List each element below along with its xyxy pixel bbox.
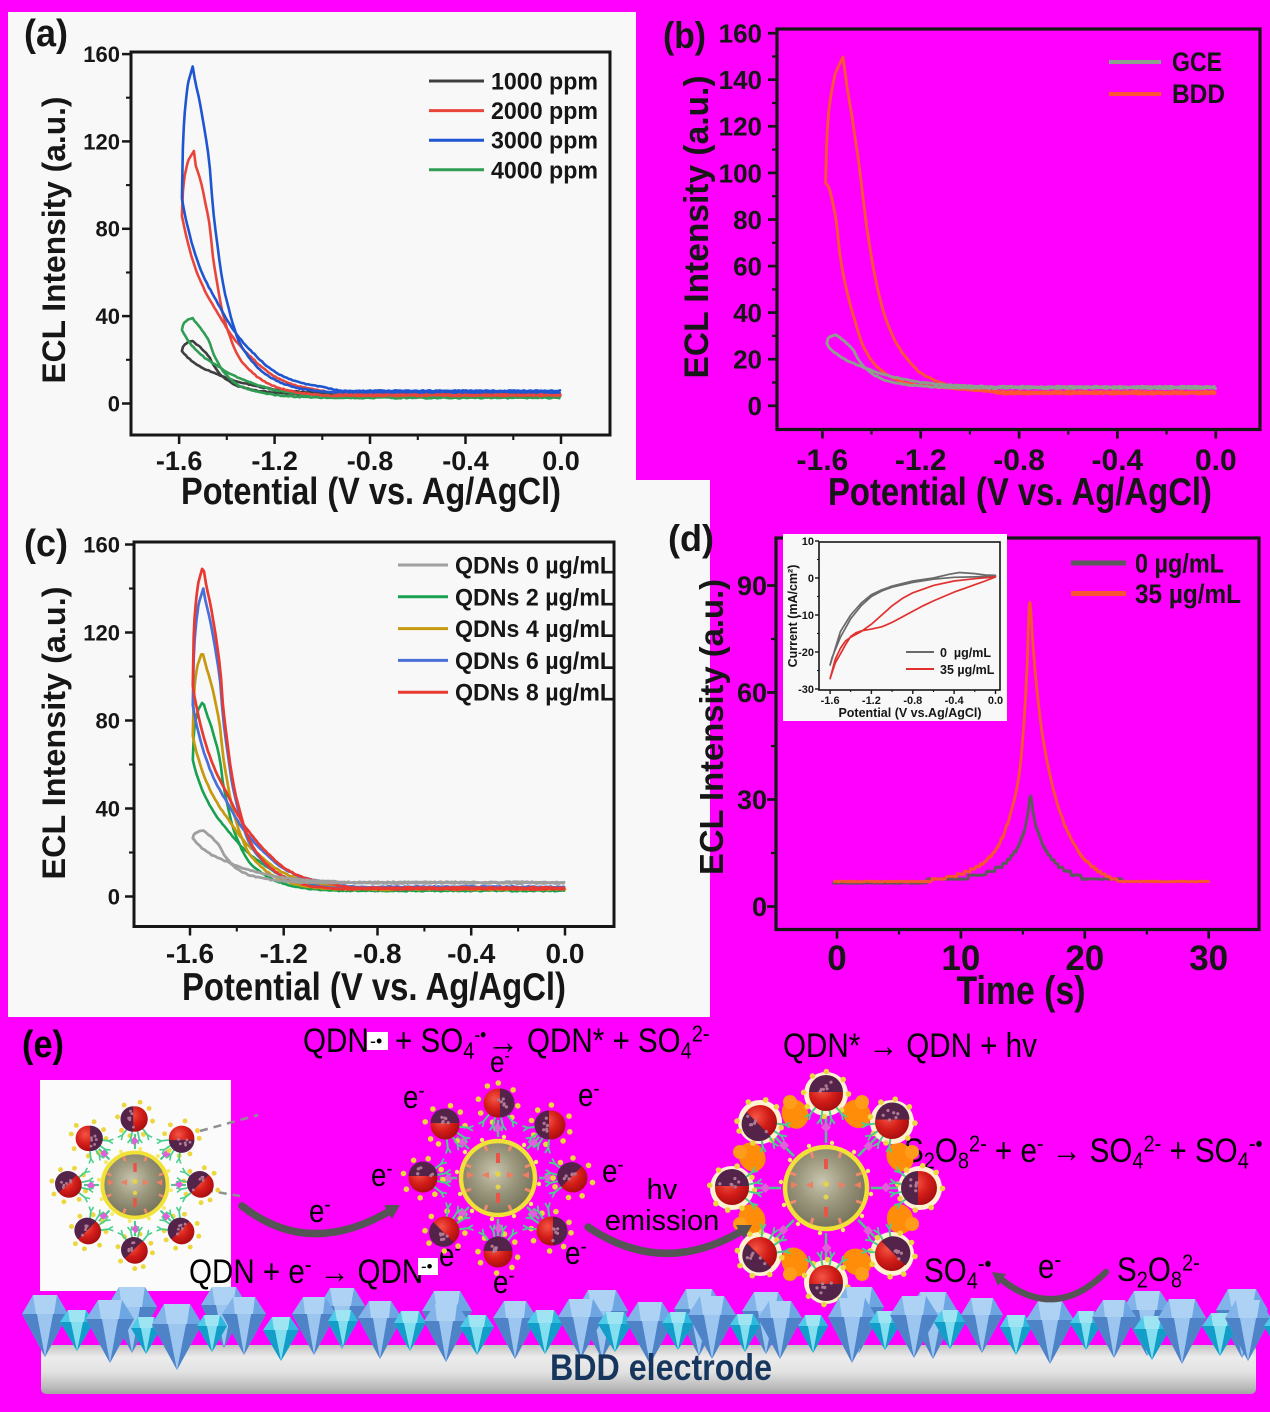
svg-text:(e): (e) [22, 1024, 64, 1066]
svg-text:hv: hv [647, 1174, 678, 1206]
svg-text:0: 0 [748, 391, 762, 421]
svg-text:120: 120 [83, 129, 120, 154]
svg-text:40: 40 [96, 304, 120, 329]
svg-text:-0.8: -0.8 [903, 695, 922, 707]
svg-text:BDD electrode: BDD electrode [550, 1347, 772, 1388]
svg-text:GCE: GCE [1172, 47, 1222, 77]
svg-text:-0.8: -0.8 [993, 444, 1045, 477]
svg-text:QDNs 2 µg/mL: QDNs 2 µg/mL [455, 584, 614, 611]
svg-text:Time (s): Time (s) [957, 969, 1086, 1013]
svg-text:-20: -20 [798, 647, 814, 659]
svg-text:-0.4: -0.4 [1092, 444, 1144, 477]
svg-text:ECL Intensity (a.u.): ECL Intensity (a.u.) [693, 579, 730, 875]
svg-text:(a): (a) [24, 13, 68, 55]
svg-text:-1.6: -1.6 [797, 444, 849, 477]
svg-text:ECL Intensity (a.u.): ECL Intensity (a.u.) [36, 587, 72, 880]
svg-text:2000 ppm: 2000 ppm [491, 98, 598, 125]
svg-text:-0.8: -0.8 [347, 446, 394, 476]
svg-text:→: → [487, 1022, 519, 1063]
svg-text:-0.4: -0.4 [447, 938, 496, 969]
svg-text:20: 20 [733, 345, 762, 375]
svg-text:30: 30 [737, 785, 767, 815]
svg-text:emission: emission [605, 1205, 719, 1237]
svg-text:100: 100 [719, 158, 762, 188]
svg-text:30: 30 [1189, 939, 1228, 978]
svg-text:120: 120 [83, 620, 120, 645]
svg-text:Potential (V vs.Ag/AgCl): Potential (V vs.Ag/AgCl) [838, 706, 981, 720]
svg-text:QDN* → QDN + hv: QDN* → QDN + hv [783, 1026, 1037, 1064]
svg-text:-•: -• [421, 1257, 433, 1276]
svg-text:QDNs 4 µg/mL: QDNs 4 µg/mL [455, 616, 614, 643]
svg-text:1000 ppm: 1000 ppm [491, 69, 598, 96]
svg-text:0 µg/mL: 0 µg/mL [1135, 549, 1224, 579]
svg-text:0: 0 [108, 391, 120, 416]
svg-text:-•: -• [370, 1031, 382, 1051]
svg-text:(b): (b) [663, 15, 706, 56]
svg-text:0: 0 [752, 892, 767, 922]
svg-text:140: 140 [719, 65, 762, 95]
svg-text:(d): (d) [668, 518, 714, 559]
svg-text:20: 20 [1065, 939, 1104, 978]
svg-text:(c): (c) [24, 523, 68, 565]
svg-text:90: 90 [737, 571, 767, 601]
svg-text:-0.4: -0.4 [945, 695, 965, 707]
svg-text:-1.2: -1.2 [895, 444, 947, 477]
svg-text:QDN* + SO42-: QDN* + SO42- [527, 1020, 710, 1064]
svg-text:160: 160 [719, 19, 762, 49]
svg-text:Current (mA/cm²): Current (mA/cm²) [786, 565, 800, 668]
svg-text:0.0: 0.0 [1195, 444, 1237, 477]
svg-text:QDNs 0 µg/mL: QDNs 0 µg/mL [455, 553, 614, 580]
svg-text:-1.2: -1.2 [260, 938, 308, 969]
svg-text:0: 0 [827, 939, 846, 978]
svg-text:3000 ppm: 3000 ppm [491, 128, 598, 155]
svg-text:35 µg/mL: 35 µg/mL [940, 663, 995, 677]
svg-text:4000 ppm: 4000 ppm [491, 157, 598, 184]
svg-text:10: 10 [802, 536, 814, 548]
svg-text:160: 160 [83, 42, 120, 67]
svg-text:120: 120 [719, 112, 762, 142]
svg-text:-1.6: -1.6 [821, 695, 840, 707]
svg-text:160: 160 [83, 532, 120, 557]
svg-text:-30: -30 [798, 684, 814, 696]
svg-text:-10: -10 [798, 610, 814, 622]
svg-text:-1.2: -1.2 [251, 446, 298, 476]
svg-text:BDD: BDD [1172, 79, 1225, 109]
svg-text:10: 10 [941, 939, 980, 978]
svg-text:0.0: 0.0 [988, 695, 1003, 707]
svg-text:-1.6: -1.6 [156, 446, 203, 476]
svg-text:-1.6: -1.6 [166, 938, 214, 969]
svg-text:35 µg/mL: 35 µg/mL [1135, 579, 1241, 609]
svg-text:0.0: 0.0 [546, 938, 585, 969]
svg-text:0: 0 [808, 573, 814, 585]
svg-text:40: 40 [733, 298, 762, 328]
svg-text:-0.8: -0.8 [353, 938, 401, 969]
svg-text:40: 40 [96, 796, 120, 821]
svg-text:QDNs 8 µg/mL: QDNs 8 µg/mL [455, 680, 614, 707]
svg-text:0 µg/mL: 0 µg/mL [940, 646, 991, 660]
svg-text:Potential (V vs. Ag/AgCl): Potential (V vs. Ag/AgCl) [828, 471, 1212, 514]
svg-text:ECL Intensity (a.u.): ECL Intensity (a.u.) [36, 97, 72, 384]
svg-text:80: 80 [96, 708, 120, 733]
svg-text:SO4-•: SO4-• [924, 1250, 992, 1294]
svg-text:60: 60 [737, 678, 767, 708]
svg-text:-1.2: -1.2 [862, 695, 881, 707]
svg-text:60: 60 [733, 251, 762, 281]
svg-text:QDN: QDN [303, 1021, 369, 1059]
svg-text:80: 80 [96, 217, 120, 242]
svg-text:0: 0 [108, 884, 120, 909]
svg-text:S2O82- + e- → SO42- + SO4-•: S2O82- + e- → SO42- + SO4-• [904, 1130, 1262, 1174]
svg-text:-0.4: -0.4 [442, 446, 489, 476]
svg-text:0.0: 0.0 [542, 446, 580, 476]
svg-text:Potential (V vs. Ag/AgCl): Potential (V vs. Ag/AgCl) [182, 966, 566, 1009]
svg-text:Potential (V vs. Ag/AgCl): Potential (V vs. Ag/AgCl) [181, 471, 561, 513]
svg-text:80: 80 [733, 205, 762, 235]
svg-text:ECL Intensity (a.u.): ECL Intensity (a.u.) [678, 76, 716, 379]
svg-text:QDNs 6 µg/mL: QDNs 6 µg/mL [455, 648, 614, 675]
